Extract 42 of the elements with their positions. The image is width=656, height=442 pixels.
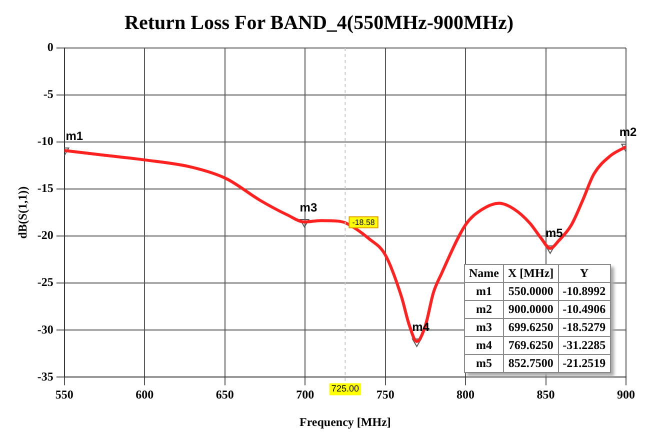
annotation: m2 [464,300,504,318]
annotation: -18.5279 [558,318,610,336]
chart-title: Return Loss For BAND_4(550MHz-900MHz) [124,12,514,34]
y-tick-label: -10 [37,134,54,148]
annotation: -21.2519 [558,354,610,372]
point [300,219,310,228]
annotation: 769.6250 [504,336,558,354]
annotation: m1 [464,282,504,300]
y-tick-label: 0 [47,40,54,54]
annotation: 550.0000 [504,282,558,300]
y-tick-label: -25 [37,275,54,290]
annotation: X [MHz] [504,264,558,282]
y-tick-label: -5 [43,87,54,102]
y-tick-label: -15 [37,181,54,196]
annotation: -10.4906 [558,300,610,318]
annotation: m3 [464,318,504,336]
x-tick-label: 800 [456,387,475,402]
annotation: m4 [464,336,504,354]
annotation: Name [464,264,504,282]
point [412,338,422,347]
annotation: -31.2285 [558,336,610,354]
annotation: 699.6250 [504,318,558,336]
annotation: -18.58 [352,218,376,227]
ref-line-label: 725.00 [331,384,359,394]
x-tick-label: 850 [536,387,555,402]
y-axis-title: dB(S(1,1)) [15,186,30,239]
annotation: m5 [464,354,504,372]
y-tick-label: -35 [37,369,54,384]
x-tick-label: 700 [296,387,314,402]
x-tick-label: 900 [617,387,635,402]
annotation: m1 [66,128,84,143]
annotation: 852.7500 [504,354,558,372]
x-tick-label: 600 [136,387,154,402]
x-tick-label: 750 [376,387,394,402]
annotation: Y [558,264,610,282]
annotation: -10.8992 [558,282,610,300]
x-tick-label: 550 [55,387,74,402]
y-tick-label: -30 [37,322,54,336]
y-tick-label: -20 [37,228,54,242]
x-tick-label: 650 [216,387,234,402]
annotation: 900.0000 [504,300,558,318]
x-axis-title: Frequency [MHz] [299,414,391,429]
